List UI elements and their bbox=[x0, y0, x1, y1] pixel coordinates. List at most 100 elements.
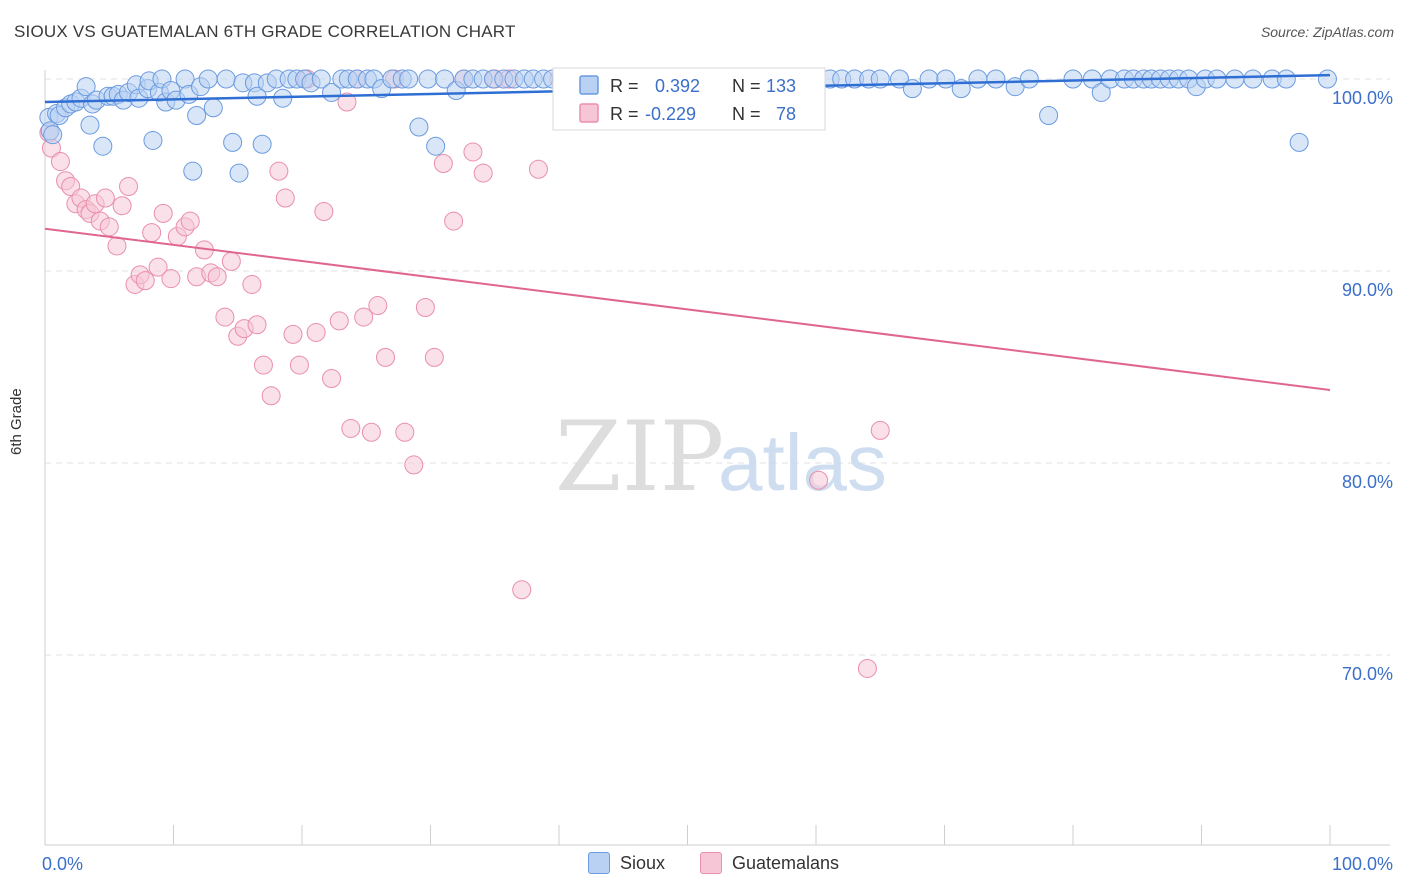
data-point-guatemalans bbox=[242, 274, 262, 294]
data-point-guatemalans bbox=[306, 322, 326, 342]
legend-swatch bbox=[700, 852, 722, 874]
data-point-guatemalans bbox=[857, 658, 877, 678]
legend-r-label-1: R = bbox=[610, 76, 639, 96]
gridlines bbox=[45, 78, 1390, 656]
data-point-guatemalans bbox=[161, 269, 181, 289]
data-point-sioux bbox=[418, 69, 438, 89]
data-point-guatemalans bbox=[107, 236, 127, 256]
data-point-guatemalans bbox=[215, 307, 235, 327]
data-point-sioux bbox=[1289, 132, 1309, 152]
data-point-guatemalans bbox=[314, 201, 334, 221]
data-point-guatemalans bbox=[289, 355, 309, 375]
data-point-sioux bbox=[1019, 69, 1039, 89]
data-point-guatemalans bbox=[354, 307, 374, 327]
data-point-sioux bbox=[311, 69, 331, 89]
axes bbox=[44, 70, 1390, 846]
data-point-guatemalans bbox=[376, 347, 396, 367]
data-point-sioux bbox=[1063, 69, 1083, 89]
legend-r-value-2: -0.229 bbox=[645, 104, 696, 124]
data-point-guatemalans bbox=[207, 267, 227, 287]
legend-r-label-2: R = bbox=[610, 104, 639, 124]
data-point-guatemalans bbox=[283, 324, 303, 344]
data-point-guatemalans bbox=[275, 188, 295, 208]
data-point-guatemalans bbox=[50, 152, 70, 172]
data-point-sioux bbox=[1207, 69, 1227, 89]
legend-n-value-1: 133 bbox=[766, 76, 796, 96]
data-point-sioux bbox=[198, 69, 218, 89]
data-point-sioux bbox=[76, 77, 96, 97]
data-point-guatemalans bbox=[337, 92, 357, 112]
watermark-atlas: atlas bbox=[718, 418, 887, 507]
legend-item-guatemalans[interactable]: Guatemalans bbox=[700, 852, 839, 874]
data-point-sioux bbox=[143, 130, 163, 150]
data-point-guatemalans bbox=[404, 455, 424, 475]
legend-swatch bbox=[588, 852, 610, 874]
data-point-guatemalans bbox=[269, 161, 289, 181]
y-tick-label: 100.0% bbox=[1332, 88, 1393, 108]
data-point-sioux bbox=[1039, 105, 1059, 125]
data-point-sioux bbox=[902, 79, 922, 99]
data-point-sioux bbox=[1276, 69, 1296, 89]
data-point-guatemalans bbox=[112, 196, 132, 216]
data-point-guatemalans bbox=[415, 297, 435, 317]
data-point-sioux bbox=[426, 136, 446, 156]
data-point-sioux bbox=[252, 134, 272, 154]
data-point-guatemalans bbox=[119, 177, 139, 197]
data-point-guatemalans bbox=[329, 311, 349, 331]
x-tick-label: 0.0% bbox=[42, 854, 83, 874]
data-point-guatemalans bbox=[424, 347, 444, 367]
y-tick-label: 70.0% bbox=[1342, 664, 1393, 684]
data-point-sioux bbox=[80, 115, 100, 135]
data-point-guatemalans bbox=[395, 422, 415, 442]
data-point-sioux bbox=[1225, 69, 1245, 89]
data-point-sioux bbox=[435, 69, 455, 89]
data-point-guatemalans bbox=[135, 271, 155, 291]
bottom-legend: Sioux Guatemalans bbox=[0, 850, 1406, 878]
data-point-sioux bbox=[936, 69, 956, 89]
source-label: Source: ZipAtlas.com bbox=[1260, 24, 1394, 40]
data-point-guatemalans bbox=[341, 418, 361, 438]
data-point-guatemalans bbox=[253, 355, 273, 375]
data-point-sioux bbox=[93, 136, 113, 156]
data-point-guatemalans bbox=[95, 188, 115, 208]
data-point-guatemalans bbox=[433, 153, 453, 173]
chart-title: SIOUX VS GUATEMALAN 6TH GRADE CORRELATIO… bbox=[14, 22, 516, 41]
data-point-sioux bbox=[1091, 82, 1111, 102]
legend-label-sioux: Sioux bbox=[620, 852, 666, 873]
data-point-guatemalans bbox=[361, 422, 381, 442]
data-point-guatemalans bbox=[322, 369, 342, 389]
data-point-guatemalans bbox=[180, 211, 200, 231]
data-point-guatemalans bbox=[512, 580, 532, 600]
data-point-guatemalans bbox=[463, 142, 483, 162]
data-point-sioux bbox=[229, 163, 249, 183]
legend-swatch-sioux bbox=[579, 75, 599, 95]
data-point-sioux bbox=[409, 117, 429, 137]
data-point-guatemalans bbox=[444, 211, 464, 231]
data-point-sioux bbox=[183, 161, 203, 181]
data-point-guatemalans bbox=[870, 420, 890, 440]
data-point-guatemalans bbox=[99, 217, 119, 237]
data-point-sioux bbox=[399, 69, 419, 89]
data-point-sioux bbox=[223, 132, 243, 152]
data-point-guatemalans bbox=[153, 203, 173, 223]
data-point-sioux bbox=[1243, 69, 1263, 89]
legend-n-value-2: 78 bbox=[776, 104, 796, 124]
data-point-guatemalans bbox=[221, 251, 241, 271]
legend-box: R = 0.392 N = 133 R = -0.229 N = 78 bbox=[552, 67, 826, 131]
data-point-guatemalans bbox=[261, 386, 281, 406]
series-sioux bbox=[39, 69, 1337, 183]
legend-item-sioux[interactable]: Sioux bbox=[588, 852, 665, 874]
data-point-sioux bbox=[986, 69, 1006, 89]
data-point-sioux bbox=[43, 125, 63, 145]
data-point-sioux bbox=[1317, 69, 1337, 89]
legend-n-label-1: N = bbox=[732, 76, 761, 96]
data-point-sioux bbox=[216, 69, 236, 89]
data-point-sioux bbox=[187, 105, 207, 125]
data-point-sioux bbox=[968, 69, 988, 89]
y-tick-label: 80.0% bbox=[1342, 472, 1393, 492]
trend-line-guatemalans bbox=[44, 227, 1331, 392]
data-point-guatemalans bbox=[148, 257, 168, 277]
watermark: ZIP atlas bbox=[555, 401, 887, 513]
watermark-zip: ZIP bbox=[555, 401, 724, 513]
